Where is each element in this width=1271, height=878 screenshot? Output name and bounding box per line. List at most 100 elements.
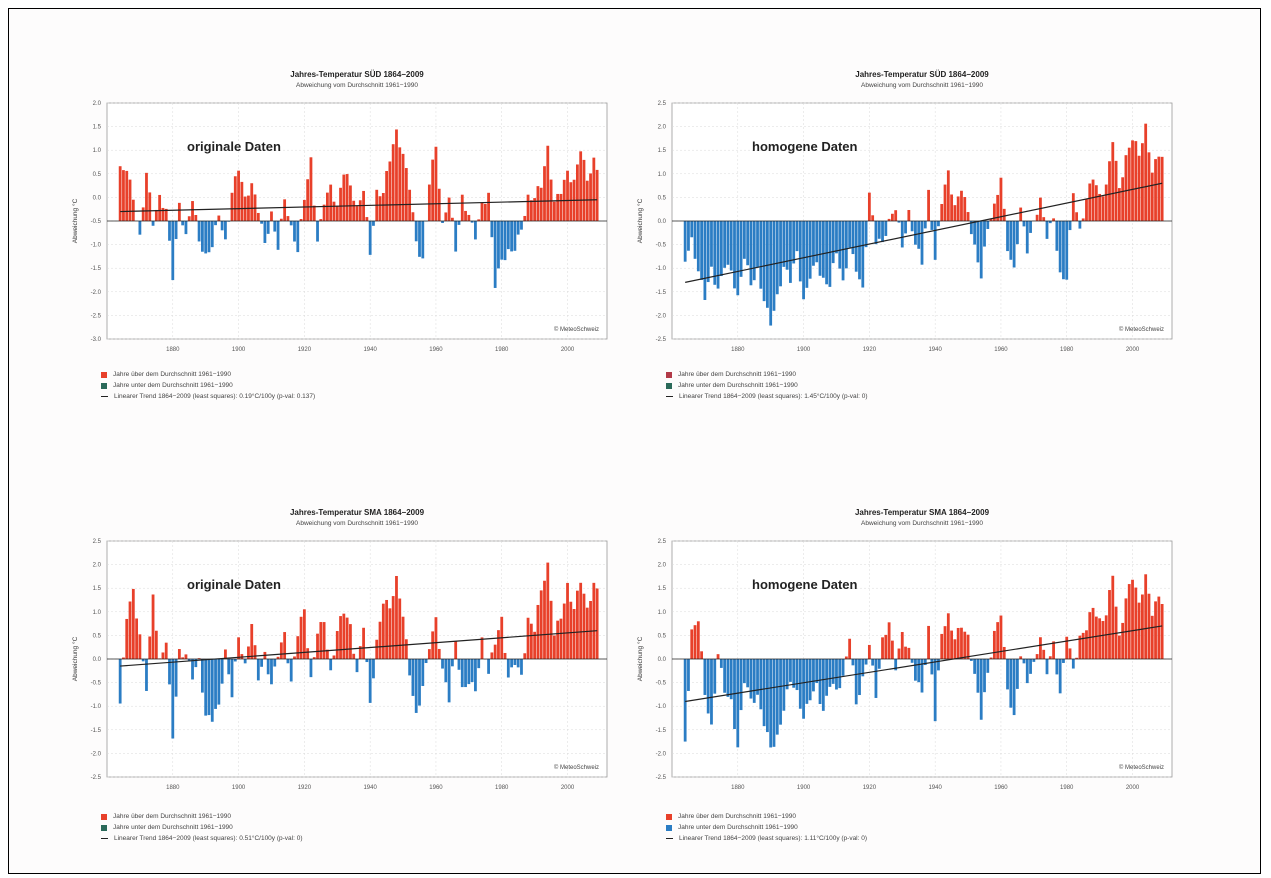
bar [719,221,723,277]
bar [431,631,435,659]
bar [756,221,759,268]
bar [890,640,894,659]
bar [266,659,270,675]
bar [365,659,369,663]
bar [526,194,530,221]
bar [286,216,290,221]
legend-above-label: Jahre über dem Durchschnitt 1961−1990 [113,813,231,820]
bar [1071,659,1075,669]
bar [789,221,792,283]
bar [769,659,773,748]
bar [848,638,852,659]
bar [999,615,1003,659]
bar [897,648,901,659]
bar [1144,574,1148,659]
bar [177,649,181,659]
bar [1048,656,1052,659]
chart-sud-homogen: Jahres-Temperatur SÜD 1864−2009 Abweichun… [636,70,1173,353]
bar [996,194,1000,221]
bar [683,659,687,742]
y-axis-label: Abweichung °C [71,636,79,681]
bar [1101,621,1105,659]
bar [937,659,940,671]
bar [181,221,185,226]
bar [138,221,142,235]
bar [838,659,842,689]
chart-sma-homogen: Jahres-Temperatur SMA 1864−2009 Abweichun… [636,508,1173,791]
credit-label: © MeteoSchweiz [554,326,599,333]
bar [716,654,720,659]
y-tick-label: -2.0 [91,751,102,757]
bar [1134,141,1138,221]
bar [487,659,490,674]
bar [992,203,996,221]
bar [141,659,145,662]
bar [1012,221,1016,268]
bar [210,659,214,722]
bar [1025,221,1029,254]
legend-sma-original: Jahre über dem Durchschnitt 1961−1990 Ja… [101,811,303,844]
bar [881,637,884,659]
x-tick-label: 1920 [298,785,312,791]
bar [986,659,990,673]
bar [391,144,395,221]
credit-label: © MeteoSchweiz [1119,764,1164,771]
bar [765,659,769,733]
bar [1104,184,1108,221]
bar [289,221,293,226]
bar [867,644,871,659]
bar [1065,221,1069,280]
bar [187,216,191,221]
chart-subtitle: Abweichung vom Durchschnitt 1961−1990 [861,82,983,89]
bar [1071,193,1075,221]
y-tick-label: -2.5 [91,313,102,319]
bar [1006,221,1009,252]
bar [174,221,178,240]
bar [687,221,690,251]
bar [256,212,260,221]
bar [904,221,907,234]
bar [256,659,260,681]
legend-trend-line [666,396,673,397]
bar [513,659,517,665]
x-tick-label: 2000 [561,347,575,353]
bar [135,618,139,659]
bar [706,221,710,283]
bar [329,184,333,221]
bar [457,221,461,225]
bar [940,633,944,659]
bar [224,649,227,659]
bar [296,221,300,253]
bar [1150,172,1154,221]
bar [589,173,592,221]
bar [914,659,917,681]
bar [233,659,237,662]
x-tick-label: 1980 [1060,785,1074,791]
x-tick-label: 1880 [166,347,180,353]
chart-subtitle: Abweichung vom Durchschnitt 1961−1990 [296,520,418,527]
bar [1088,183,1092,221]
bar [408,189,412,221]
y-tick-label: -2.0 [91,290,102,296]
bar [858,659,861,696]
bar [592,582,596,659]
bar [556,620,560,659]
bar [306,648,310,659]
bar [795,659,799,691]
bar [214,221,217,226]
bar [825,659,829,696]
bar [154,630,158,659]
y-tick-label: 2.5 [658,101,667,107]
bar [487,192,490,221]
bar [224,221,227,240]
bar [742,659,746,684]
bar [510,221,514,252]
bar [933,221,937,260]
bar [848,221,852,248]
bar [890,213,894,221]
bar [579,582,583,659]
bar [411,659,415,696]
bar [1062,659,1065,663]
bar [1101,196,1105,221]
bar [920,221,924,265]
